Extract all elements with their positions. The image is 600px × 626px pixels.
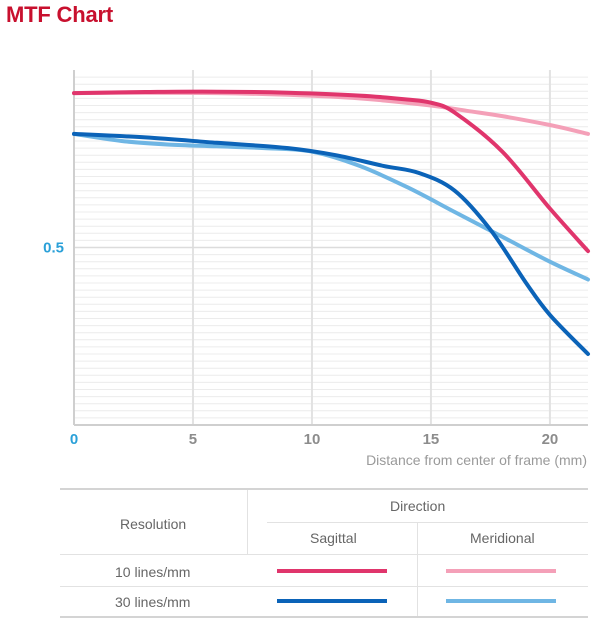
y-tick-label: 0.5 — [43, 240, 64, 257]
x-tick-label: 0 — [70, 431, 78, 448]
legend-header-resolution: Resolution — [120, 516, 187, 532]
minor-gridlines — [74, 76, 588, 419]
x-tick-label: 15 — [423, 431, 440, 448]
legend-row-label: 30 lines/mm — [115, 594, 191, 610]
legend-swatch-30-sagittal — [277, 599, 387, 603]
legend-divider-header — [60, 554, 588, 555]
x-tick-label: 20 — [542, 431, 559, 448]
legend-divider-resolution — [247, 490, 248, 554]
series-line-30-lines-mm-sagittal — [72, 131, 590, 356]
major-gridlines — [74, 70, 588, 425]
series-layer — [72, 89, 590, 356]
x-tick-label: 10 — [304, 431, 321, 448]
chart-axes — [73, 70, 588, 426]
legend-top-rule — [60, 488, 588, 490]
legend-row-label: 10 lines/mm — [115, 564, 191, 580]
legend-table: Resolution Direction Sagittal Meridional… — [60, 488, 588, 618]
tick-labels: 0 5 10 15 20 0.5 — [43, 240, 558, 449]
legend-header-direction: Direction — [390, 498, 446, 514]
x-axis-label: Distance from center of frame (mm) — [366, 452, 587, 468]
legend-divider-rows — [60, 586, 588, 587]
series-line-30-lines-mm-meridional — [72, 131, 590, 282]
chart-title: MTF Chart — [6, 2, 113, 27]
legend-swatch-30-meridional — [446, 599, 556, 603]
legend-col-sagittal: Sagittal — [310, 530, 357, 546]
legend-bottom-rule — [60, 616, 588, 618]
series-line-10-lines-mm-sagittal — [72, 89, 590, 254]
legend-swatch-10-meridional — [446, 569, 556, 573]
legend-col-meridional: Meridional — [470, 530, 535, 546]
x-tick-label: 5 — [189, 431, 197, 448]
legend-divider-direction — [267, 522, 588, 523]
mtf-chart: 0 5 10 15 20 0.5 Distance from center of fram… — [43, 70, 590, 468]
legend-divider-direction-cols — [417, 522, 418, 618]
legend-swatch-10-sagittal — [277, 569, 387, 573]
